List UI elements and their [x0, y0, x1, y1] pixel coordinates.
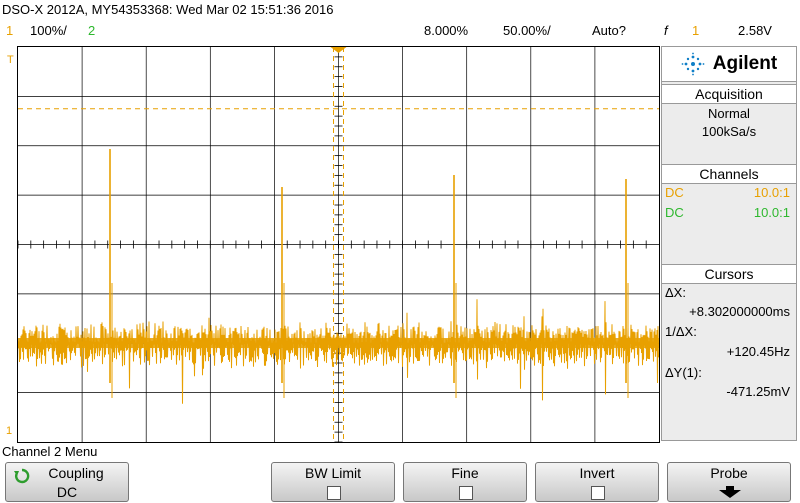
waveform-display[interactable]: [17, 46, 660, 443]
timebase-value[interactable]: 8.000%: [424, 23, 469, 38]
ch2-number[interactable]: 2: [88, 23, 96, 38]
trigger-position-marker: [330, 47, 347, 53]
delta-x-label: ΔX:: [665, 285, 686, 300]
ch1-number[interactable]: 1: [6, 23, 14, 38]
bw-limit-label: BW Limit: [305, 465, 361, 481]
ch1-trace-band: [18, 338, 659, 348]
invert-checkbox[interactable]: [591, 486, 605, 500]
invert-softkey[interactable]: Invert: [535, 462, 659, 502]
status-bar: 1 100%/ 2 8.000% 50.00%/ Auto? f 1 2.58V: [0, 20, 800, 42]
probe-label: Probe: [710, 465, 748, 481]
menu-title: Channel 2 Menu: [2, 444, 98, 459]
delta-x-value: +8.302000000ms: [689, 304, 790, 319]
trigger-level[interactable]: 2.58V: [738, 23, 772, 38]
acquisition-mode: Normal: [708, 106, 750, 121]
fine-label: Fine: [451, 465, 479, 481]
agilent-spark-icon: [681, 52, 705, 76]
channels-header: Channels: [662, 164, 796, 184]
coupling-label: Coupling: [48, 465, 104, 481]
sample-rate: 100kSa/s: [701, 124, 757, 139]
ch2-probe-ratio: 10.0:1: [753, 205, 790, 220]
cursors-header: Cursors: [662, 264, 796, 284]
rotate-knob-icon: [14, 468, 30, 484]
rising-edge-icon: f: [664, 23, 668, 38]
trigger-source[interactable]: 1: [692, 23, 700, 38]
submenu-arrow-icon: [719, 486, 741, 498]
ch1-scale[interactable]: 100%/: [30, 23, 67, 38]
acquisition-header: Acquisition: [662, 84, 796, 104]
bw-limit-checkbox[interactable]: [327, 486, 341, 500]
ch1-coupling: DC: [665, 185, 684, 200]
fine-softkey[interactable]: Fine: [403, 462, 527, 502]
brand-logo: Agilent: [662, 47, 796, 82]
delta-y-value: -471.25mV: [726, 384, 790, 399]
waveform-svg: [18, 47, 659, 442]
probe-softkey[interactable]: Probe: [667, 462, 791, 502]
trigger-mode[interactable]: Auto?: [592, 23, 626, 38]
delta-y-label: ΔY(1):: [665, 365, 702, 380]
inverse-delta-x-label: 1/ΔX:: [665, 324, 697, 339]
inverse-delta-x-value: +120.45Hz: [726, 344, 790, 359]
invert-label: Invert: [579, 465, 615, 481]
ch2-coupling: DC: [665, 205, 684, 220]
trigger-level-marker: T: [7, 54, 14, 66]
coupling-value: DC: [56, 484, 78, 500]
fine-checkbox[interactable]: [459, 486, 473, 500]
bw-limit-softkey[interactable]: BW Limit: [271, 462, 395, 502]
info-panel: Agilent Acquisition Normal 100kSa/s Chan…: [661, 46, 797, 441]
ch1-probe-ratio: 10.0:1: [753, 185, 790, 200]
delay-value[interactable]: 50.00%/: [503, 23, 551, 38]
ch1-ground-marker: 1: [6, 425, 13, 437]
window-title: DSO-X 2012A, MY54353368: Wed Mar 02 15:5…: [2, 2, 334, 17]
brand-name: Agilent: [712, 53, 778, 74]
coupling-softkey[interactable]: Coupling DC: [5, 462, 129, 502]
